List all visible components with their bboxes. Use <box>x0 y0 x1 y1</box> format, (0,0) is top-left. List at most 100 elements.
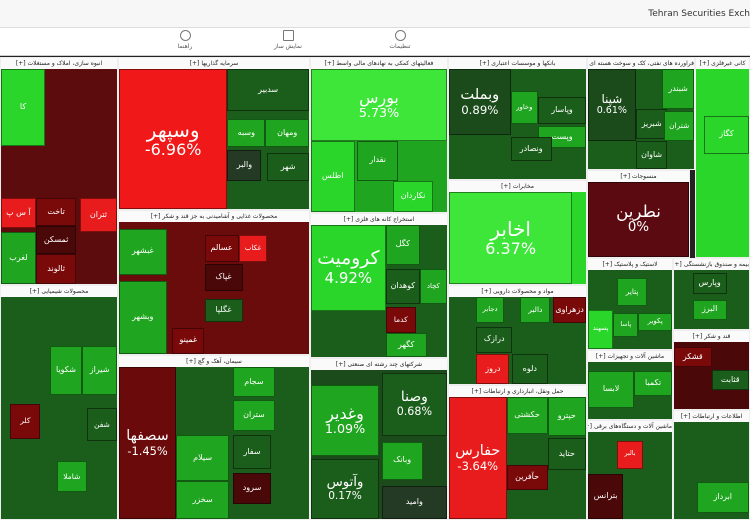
stock-tile[interactable]: غبشهر <box>119 228 167 275</box>
stock-tile[interactable]: شتران <box>664 111 694 141</box>
stock-tile[interactable]: شاملا <box>56 461 87 493</box>
stock-tile[interactable]: دجابر <box>476 297 504 324</box>
sector-header[interactable]: سیمان، آهک و گچ [+] <box>119 356 309 367</box>
stock-tile[interactable]: کروميت 4.92% <box>311 225 386 311</box>
sector[interactable]: فراورده های نفتی، کک و سوخت هسته ای [+]ش… <box>587 57 695 170</box>
stock-tile[interactable]: سجام <box>233 367 275 398</box>
sector-header[interactable]: فراورده های نفتی، کک و سوخت هسته ای [+] <box>588 58 694 69</box>
stock-tile[interactable]: دزهراوی <box>553 297 586 324</box>
stock-tile[interactable]: ثتران <box>79 198 117 233</box>
sector[interactable]: سرمایه گذاریها [+] وسپهر -6.96% سدبير وسبه وم… <box>118 57 310 210</box>
stock-tile[interactable]: کدما <box>385 306 416 334</box>
stock-tile[interactable]: حپترو <box>547 397 586 437</box>
stock-tile[interactable]: ستران <box>233 400 275 431</box>
expand-button[interactable]: [+] <box>471 388 482 395</box>
stock-tile[interactable]: شهر <box>267 153 309 181</box>
stock-tile[interactable]: عسالم <box>204 235 239 262</box>
stock-tile[interactable]: دالبر <box>520 297 551 324</box>
expand-button[interactable]: [+] <box>150 213 161 220</box>
sector-header[interactable]: کانی غیرفلزی [+] <box>696 58 749 69</box>
stock-tile[interactable]: ابرداز <box>696 482 749 514</box>
sector[interactable]: مخابرات [+] اخابر 6.37% <box>448 180 587 285</box>
stock-tile[interactable]: پسهند <box>588 309 614 349</box>
sector[interactable]: قند و شکر [+] قشکر قثابت <box>673 330 750 410</box>
sector-header[interactable]: اطلاعات و ارتباطات [+] <box>674 411 749 422</box>
tool-button[interactable]: نمایش ساز <box>258 30 318 50</box>
expand-button[interactable]: [+] <box>692 333 703 340</box>
expand-button[interactable]: [+] <box>186 358 196 365</box>
stock-tile[interactable]: کلر <box>10 403 41 440</box>
sector[interactable]: بانکها و موسسات اعتباری [+] وبملت 0.89% وخا… <box>448 57 587 180</box>
stock-tile[interactable]: تکمبا <box>634 370 672 397</box>
stock-tile[interactable]: قثابت <box>711 370 749 391</box>
stock-tile[interactable]: غمینو <box>172 327 205 354</box>
stock-tile[interactable]: سرود <box>233 473 271 504</box>
expand-button[interactable]: [+] <box>343 216 354 223</box>
sector[interactable]: ماشین آلات و تجهیزات [+] لابسا تکمبا <box>587 350 673 420</box>
sector-header[interactable]: ماشین آلات و دستگاه‌های برقی [+] <box>588 421 672 432</box>
sector-header[interactable]: محصولات شیمیایی [+] <box>1 286 117 297</box>
expand-button[interactable]: [+] <box>189 60 200 67</box>
stock-tile[interactable]: بترانس <box>588 473 624 519</box>
stock-tile[interactable]: کگل <box>385 225 420 265</box>
stock-tile[interactable]: وپاسار <box>538 96 586 124</box>
expand-button[interactable]: [+] <box>595 353 606 360</box>
sector[interactable]: کانی غیرفلزی [+] کگاز <box>695 57 750 258</box>
stock-tile[interactable]: نکاردان <box>392 180 434 212</box>
stock-tile[interactable]: شبریز <box>635 109 668 139</box>
stock-tile[interactable]: شکويا <box>49 345 83 395</box>
expand-button[interactable]: [+] <box>699 60 710 67</box>
stock-tile[interactable]: دلوه <box>512 354 548 384</box>
sector[interactable]: سیمان، آهک و گچ [+] سصفها -1.45% سيلام سخزر س… <box>118 355 310 520</box>
sector-header[interactable]: مخابرات [+] <box>449 181 586 192</box>
stock-tile[interactable]: شاوان <box>635 141 668 169</box>
sector[interactable]: حمل ونقل، انبارداری و ارتباطات [+] حفارس -… <box>448 385 587 520</box>
expand-button[interactable]: [+] <box>620 173 631 180</box>
sector[interactable]: استخراج کانه های فلزی [+] کروميت 4.92% کگل ک… <box>310 213 448 358</box>
sector[interactable]: محصولات شیمیایی [+] شکويا شیراز کلر شفن شاملا <box>0 285 118 520</box>
stock-tile[interactable]: شفن <box>86 408 117 442</box>
stock-tile[interactable]: دروز <box>476 354 510 384</box>
stock-tile[interactable]: بورس 5.73% <box>311 69 447 141</box>
expand-button[interactable]: [+] <box>335 361 346 368</box>
stock-tile[interactable]: آ س پ <box>1 198 36 229</box>
sector[interactable]: شرکتهای چند رشته ای صنعتی [+] وغدير 1.09% و… <box>310 358 448 520</box>
sector[interactable]: اطلاعات و ارتباطات [+] ابرداز <box>673 410 750 520</box>
stock-tile[interactable]: حفارس -3.64% <box>449 397 507 519</box>
stock-tile[interactable]: سصفها -1.45% <box>119 367 176 519</box>
sector[interactable]: مواد و محصولات دارویی [+] دجابر دالبر دزهرا… <box>448 285 587 385</box>
stock-tile[interactable]: ومهان <box>265 119 309 148</box>
stock-tile[interactable]: واميد <box>381 486 447 519</box>
stock-tile[interactable]: غگلپا <box>204 298 243 323</box>
stock-tile[interactable]: کگاز <box>703 116 749 154</box>
expand-button[interactable]: [+] <box>481 288 492 295</box>
expand-button[interactable]: [+] <box>29 288 40 295</box>
sector[interactable]: منسوجات [+] نطرين 0% <box>587 170 690 258</box>
stock-tile[interactable]: اطلس <box>311 140 355 212</box>
tool-button[interactable]: راهنما <box>155 30 215 50</box>
stock-tile[interactable]: وسبه <box>227 119 266 148</box>
stock-tile[interactable]: شبندر <box>662 69 694 109</box>
stock-tile[interactable]: پاسا <box>613 313 639 338</box>
stock-tile[interactable]: والبر <box>227 150 262 181</box>
sector[interactable]: لاستیک و پلاستیک [+] پتاير پاسا پکوير پسهند <box>587 258 673 350</box>
stock-tile[interactable]: حکشتی <box>506 397 548 434</box>
stock-tile[interactable]: سيلام <box>176 435 230 481</box>
sector[interactable]: بیمه و صندوق بازنشستگی [+] وپارس البرز <box>673 258 750 330</box>
stock-tile[interactable]: اخابر 6.37% <box>449 192 573 284</box>
sector-header[interactable]: محصولات غذایی و آشامیدنی به جز قند و شکر… <box>119 211 309 222</box>
stock-tile[interactable]: سخزر <box>176 481 230 519</box>
stock-tile[interactable]: وخاور <box>510 91 539 124</box>
stock-tile[interactable]: وبملت 0.89% <box>449 69 511 135</box>
stock-tile[interactable]: ونصادر <box>510 137 552 162</box>
sector[interactable]: محصولات غذایی و آشامیدنی به جز قند و شکر… <box>118 210 310 355</box>
sector[interactable]: ماشین آلات و دستگاه‌های برقی [+] بالبر بتر… <box>587 420 673 520</box>
stock-tile[interactable]: شیراز <box>82 345 117 395</box>
expand-button[interactable]: [+] <box>324 60 335 67</box>
sector-header[interactable]: ماشین آلات و تجهیزات [+] <box>588 351 672 362</box>
stock-tile[interactable]: غکاب <box>238 235 268 262</box>
expand-button[interactable]: [+] <box>680 413 691 420</box>
stock-tile[interactable]: نطرين 0% <box>588 182 689 257</box>
stock-tile[interactable]: کا <box>1 69 46 147</box>
stock-tile[interactable]: غپاک <box>204 264 243 291</box>
